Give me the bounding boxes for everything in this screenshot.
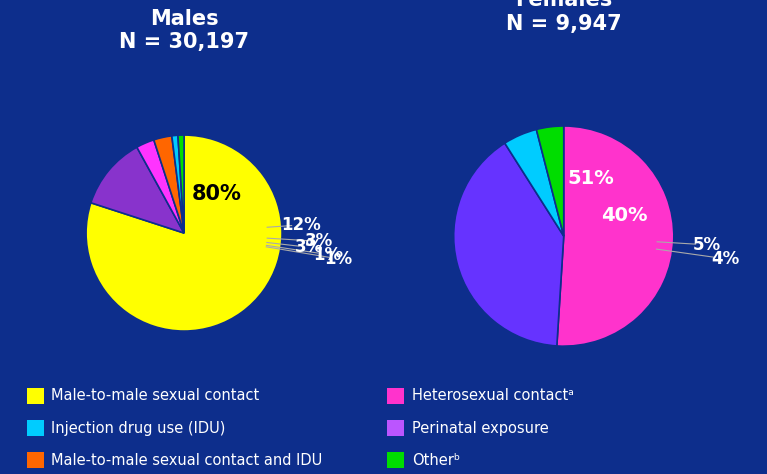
Text: 80%: 80% <box>192 184 242 204</box>
Wedge shape <box>91 147 184 233</box>
Wedge shape <box>137 140 184 233</box>
Text: 1%: 1% <box>314 246 341 264</box>
Wedge shape <box>178 135 184 233</box>
Text: 3%: 3% <box>295 238 323 256</box>
Wedge shape <box>172 135 184 233</box>
Wedge shape <box>453 143 564 346</box>
Text: Injection drug use (IDU): Injection drug use (IDU) <box>51 420 225 436</box>
Wedge shape <box>536 126 564 236</box>
Text: 51%: 51% <box>568 169 614 188</box>
Wedge shape <box>154 136 184 233</box>
Text: Perinatal exposure: Perinatal exposure <box>412 420 548 436</box>
Text: 3%: 3% <box>305 232 333 250</box>
Wedge shape <box>505 129 564 236</box>
Title: Males
N = 30,197: Males N = 30,197 <box>119 9 249 52</box>
Wedge shape <box>86 135 282 331</box>
Text: Heterosexual contactᵃ: Heterosexual contactᵃ <box>412 388 574 403</box>
Title: Females
N = 9,947: Females N = 9,947 <box>506 0 621 34</box>
Text: 40%: 40% <box>601 206 647 225</box>
Text: 5%: 5% <box>693 236 721 254</box>
Text: Male-to-male sexual contact: Male-to-male sexual contact <box>51 388 260 403</box>
Text: 12%: 12% <box>281 216 321 234</box>
Text: Male-to-male sexual contact and IDU: Male-to-male sexual contact and IDU <box>51 453 323 468</box>
Text: Otherᵇ: Otherᵇ <box>412 453 460 468</box>
Text: 4%: 4% <box>711 250 739 268</box>
Text: 1%: 1% <box>324 250 353 268</box>
Wedge shape <box>557 126 674 346</box>
